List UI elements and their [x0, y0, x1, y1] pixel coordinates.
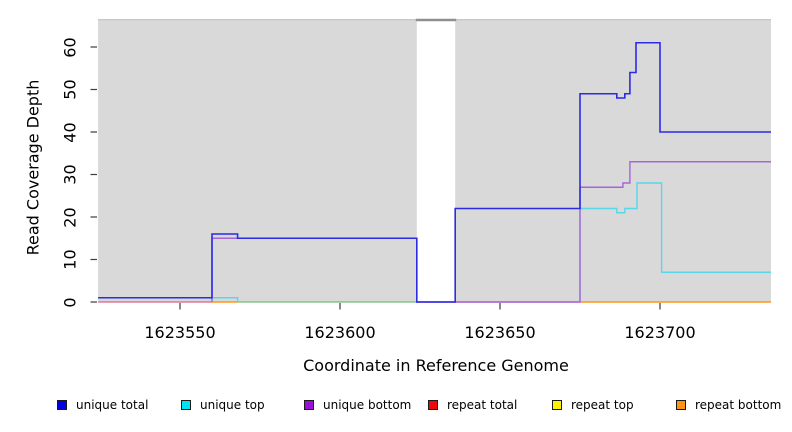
legend-item-repeat-top: repeat top — [552, 398, 634, 412]
legend-swatch-icon — [552, 400, 562, 410]
y-axis-title: Read Coverage Depth — [23, 79, 43, 256]
y-tick-label: 50 — [60, 79, 80, 100]
legend-item-repeat-bottom: repeat bottom — [676, 398, 781, 412]
y-tick-label: 20 — [60, 206, 80, 228]
legend-label: unique bottom — [323, 398, 412, 412]
legend-label: repeat total — [447, 398, 518, 412]
legend-swatch-icon — [57, 400, 67, 410]
y-tick-label: 60 — [60, 36, 80, 58]
legend-item-unique-top: unique top — [181, 398, 265, 412]
legend-swatch-icon — [304, 400, 314, 410]
x-tick-label: 1623600 — [304, 323, 376, 342]
legend-label: unique top — [200, 398, 265, 412]
legend-item-unique-total: unique total — [57, 398, 148, 412]
x-tick-label: 1623550 — [144, 323, 216, 342]
legend: unique total unique top unique bottom repea… — [0, 398, 792, 418]
plot-background-region — [455, 19, 771, 302]
y-tick-label: 40 — [60, 121, 80, 143]
legend-swatch-icon — [428, 400, 438, 410]
legend-swatch-icon — [676, 400, 686, 410]
legend-item-unique-bottom: unique bottom — [304, 398, 411, 412]
series-line-unique-top — [579, 182, 771, 302]
legend-item-repeat-total: repeat total — [428, 398, 517, 412]
x-axis-title: Coordinate in Reference Genome — [303, 356, 569, 375]
y-tick-label: 10 — [60, 249, 80, 270]
y-tick-label: 0 — [60, 296, 80, 308]
legend-label: repeat bottom — [695, 398, 782, 412]
x-tick-label: 1623650 — [464, 323, 536, 342]
x-tick-label: 1623700 — [624, 323, 696, 342]
series-line-unique-total — [98, 41, 771, 303]
legend-label: unique total — [76, 398, 149, 412]
legend-swatch-icon — [181, 400, 191, 410]
plot-background-region — [98, 19, 417, 302]
legend-label: repeat top — [571, 398, 634, 412]
y-tick-label: 30 — [60, 164, 80, 185]
